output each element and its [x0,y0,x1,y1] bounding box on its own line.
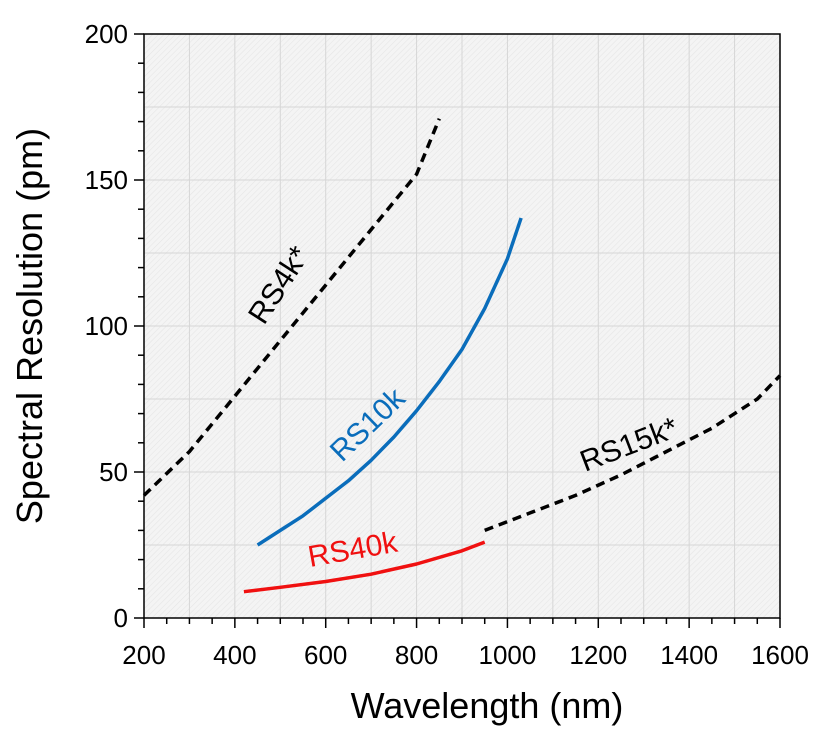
series-line-rs4k [142,118,441,497]
x-tick-label: 400 [213,640,256,670]
x-axis-title: Wavelength (nm) [351,685,624,726]
ticks: 200 400 600 800 1000 1200 1400 1600 0 50 100 150 200 [85,19,809,670]
series-layer [142,118,782,594]
x-tick-label: 200 [122,640,165,670]
y-tick-label: 150 [85,165,128,195]
y-tick-label: 100 [85,311,128,341]
x-tick-label: 1400 [660,640,718,670]
x-tick-label: 600 [304,640,347,670]
y-axis-title: Spectral Resolution (pm) [9,128,50,524]
x-tick-label: 1200 [569,640,627,670]
y-tick-label: 200 [85,19,128,49]
x-tick-label: 1600 [751,640,809,670]
y-tick-label: 50 [99,457,128,487]
y-tick-label: 0 [114,603,128,633]
series-line-rs15k [484,374,782,533]
x-tick-label: 800 [395,640,438,670]
x-tick-label: 1000 [479,640,537,670]
series-line-rs10k [256,217,523,547]
series-line-rs40k [243,540,486,594]
